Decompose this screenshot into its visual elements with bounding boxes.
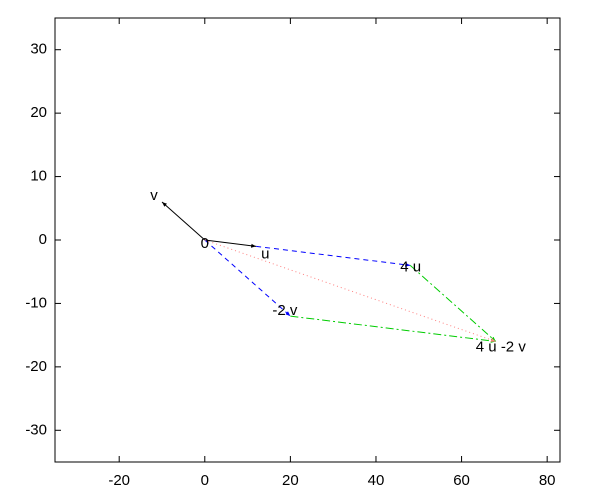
vector: [256, 245, 411, 267]
plot-frame: [54, 17, 561, 463]
annotation: u: [261, 245, 269, 262]
y-tick-label: -30: [25, 421, 47, 438]
annotation: 4 u: [400, 258, 421, 275]
x-tick-label: 0: [201, 472, 209, 489]
vector: [204, 239, 291, 317]
annotation: -2 v: [272, 302, 298, 319]
y-tick-label: 30: [30, 41, 47, 58]
annotation: v: [150, 187, 158, 204]
annotation: 4 u -2 v: [476, 338, 527, 355]
x-tick-label: 80: [539, 472, 556, 489]
y-tick-label: -10: [25, 294, 47, 311]
vector: [204, 239, 496, 342]
vector: [204, 239, 257, 248]
x-tick-label: 60: [453, 472, 470, 489]
y-tick-label: 0: [39, 231, 47, 248]
y-tick-label: 10: [30, 168, 47, 185]
y-tick-label: 20: [30, 104, 47, 121]
x-tick-label: 20: [282, 472, 299, 489]
x-tick-label: 40: [368, 472, 385, 489]
x-tick-label: -20: [108, 472, 130, 489]
y-tick-label: -20: [25, 358, 47, 375]
annotation: 0: [201, 235, 209, 252]
vector: [161, 201, 206, 241]
vector: [409, 264, 497, 342]
vector: [290, 315, 496, 343]
